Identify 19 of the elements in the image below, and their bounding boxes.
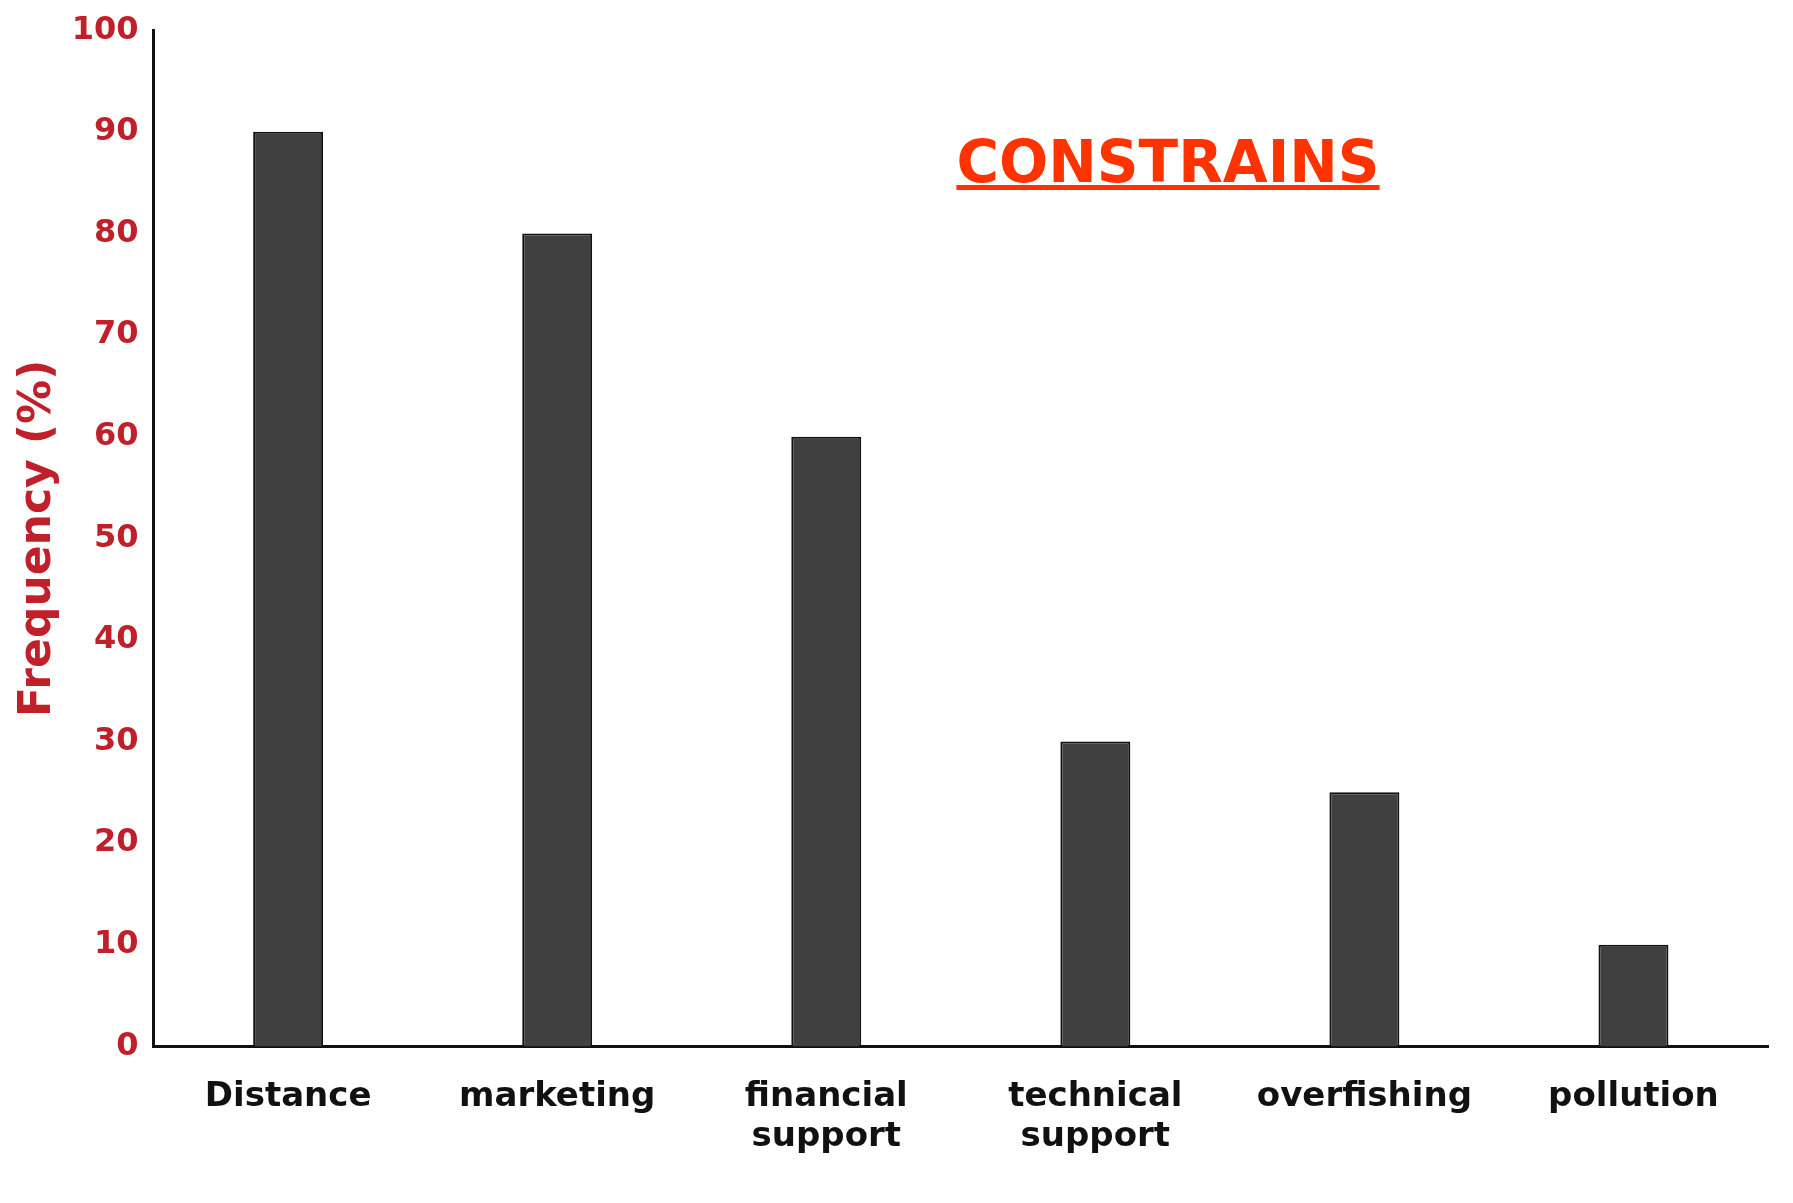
y-tick-label: 40 xyxy=(94,618,139,657)
y-tick-label: 50 xyxy=(94,516,139,555)
x-tick-label: financial support xyxy=(744,1073,908,1155)
y-tick-label: 0 xyxy=(116,1024,139,1063)
x-tick-label: overfishing xyxy=(1256,1073,1472,1114)
x-tick-label: pollution xyxy=(1548,1073,1719,1114)
x-tick-label: technical support xyxy=(1008,1073,1183,1155)
y-tick-label: 100 xyxy=(71,8,139,47)
y-tick-label: 30 xyxy=(94,719,139,758)
x-tick-label: marketing xyxy=(459,1073,656,1114)
y-tick-label: 90 xyxy=(94,110,139,149)
y-tick-label: 20 xyxy=(94,821,139,860)
y-axis-title: Frequency (%) xyxy=(8,359,60,717)
y-tick-label: 80 xyxy=(94,211,139,250)
y-tick-label: 70 xyxy=(94,313,139,352)
x-tick-label: Distance xyxy=(204,1073,372,1114)
y-tick-label: 60 xyxy=(94,414,139,453)
text: CONSTRAINS xyxy=(955,128,1381,196)
y-tick-label: 10 xyxy=(94,923,139,962)
